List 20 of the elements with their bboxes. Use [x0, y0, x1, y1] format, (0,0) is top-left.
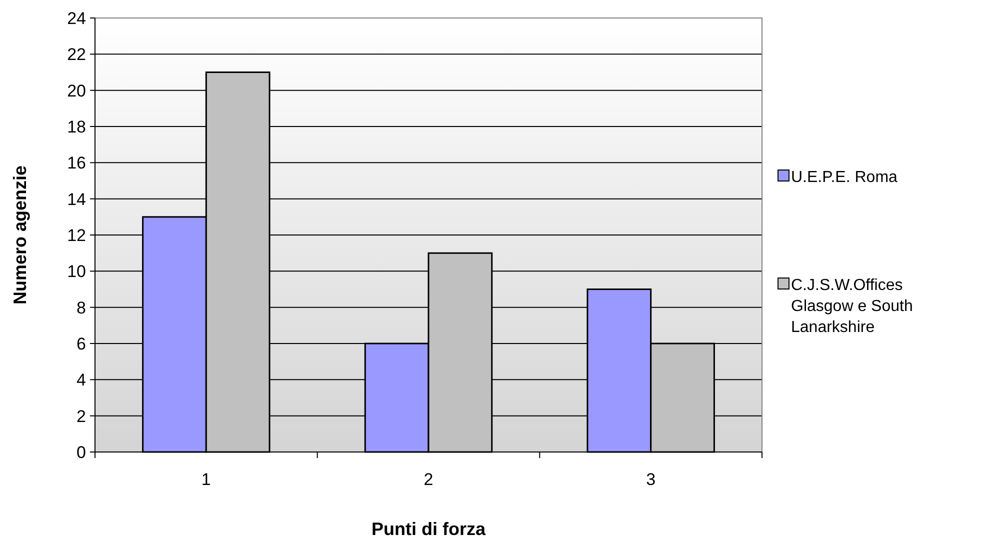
y-tick-label: 16	[67, 154, 86, 173]
legend-label: C.J.S.W.Offices Glasgow e South Lanarkshire	[791, 277, 913, 336]
x-tick-label: 1	[201, 470, 211, 489]
y-tick-label: 22	[67, 45, 86, 64]
y-tick-label: 24	[67, 8, 86, 28]
y-tick-label: 12	[67, 226, 86, 245]
x-tick-label: 2	[424, 470, 434, 489]
y-tick-label: 2	[76, 406, 86, 426]
y-tick-label: 0	[76, 442, 86, 462]
y-tick-label: 8	[76, 298, 86, 318]
y-tick-label: 20	[67, 81, 86, 100]
x-axis-title: Punti di forza	[372, 519, 486, 539]
y-tick-label: 18	[67, 117, 86, 136]
y-axis-title: Numero agenzie	[10, 165, 30, 305]
legend-label: U.E.P.E. Roma	[791, 169, 898, 186]
y-tick-label: 4	[76, 370, 86, 390]
y-tick-label: 6	[76, 334, 86, 354]
x-tick-label: 3	[646, 470, 656, 489]
y-tick-label: 10	[67, 262, 86, 282]
y-tick-label: 14	[67, 190, 86, 209]
